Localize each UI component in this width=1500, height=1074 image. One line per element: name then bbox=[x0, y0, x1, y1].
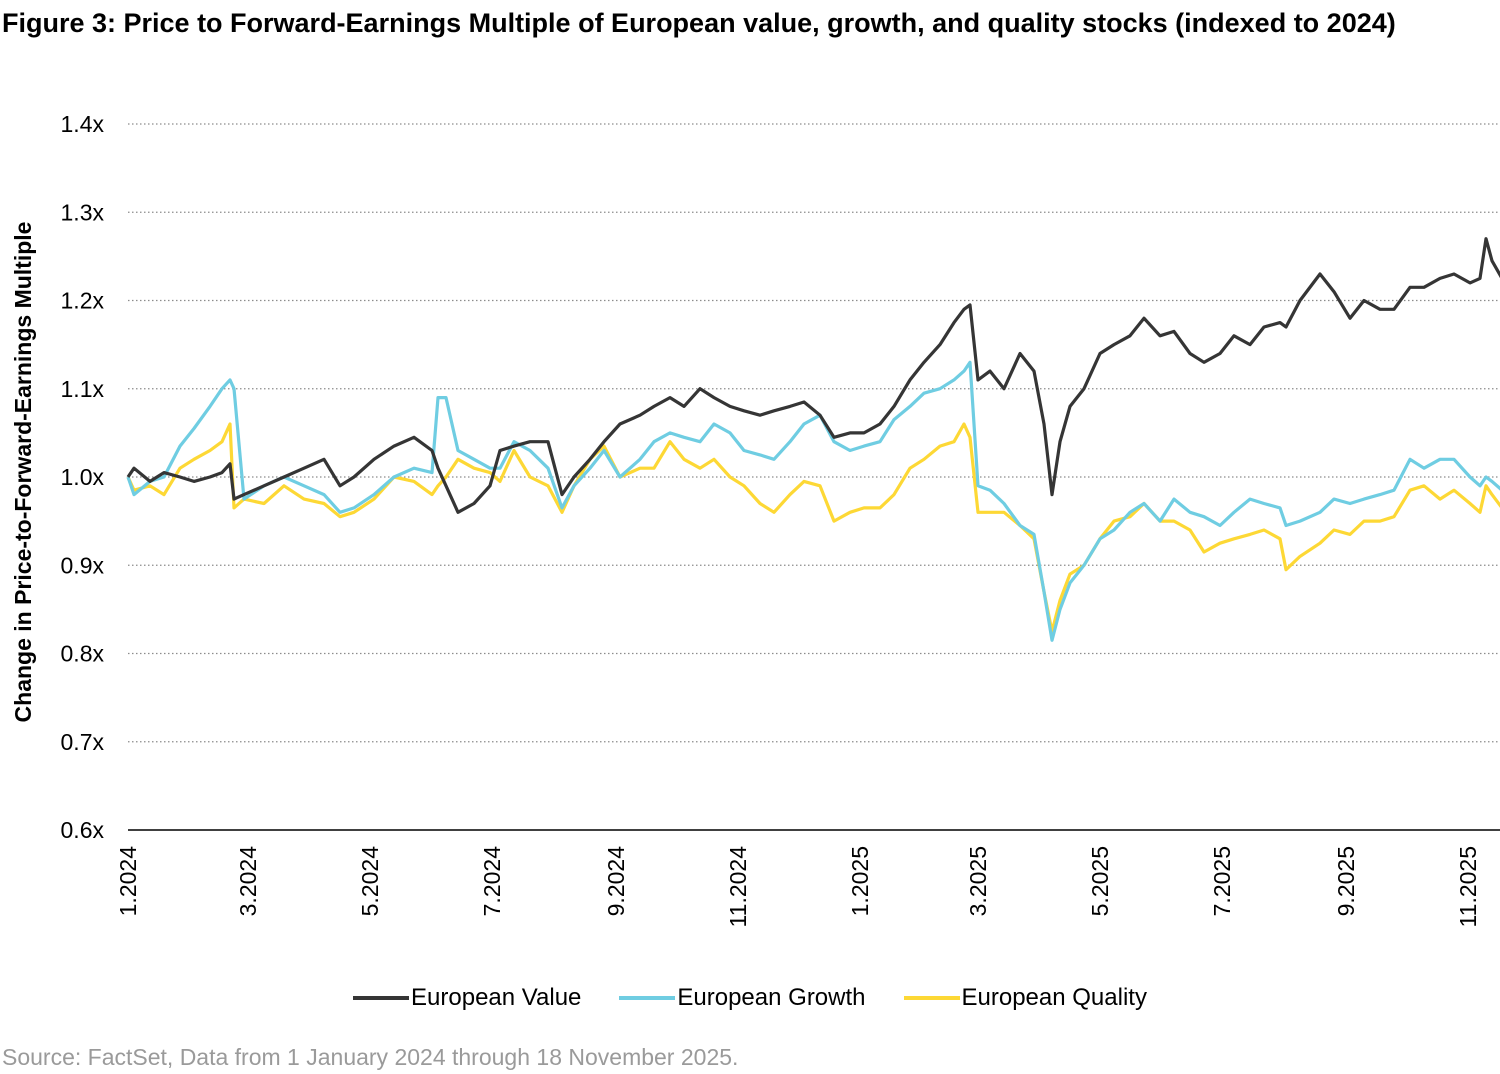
x-tick-label: 1.2025 bbox=[847, 846, 873, 916]
legend-item-growth: European Growth bbox=[619, 984, 866, 1012]
legend-item-quality: European Quality bbox=[903, 984, 1147, 1012]
x-tick-label: 11.2024 bbox=[725, 846, 751, 928]
legend-swatch-quality bbox=[903, 996, 960, 1000]
legend-swatch-growth bbox=[619, 996, 676, 1000]
series-line-european-quality bbox=[126, 422, 1500, 633]
y-tick-label: 1.1x bbox=[61, 376, 105, 402]
x-tick-label: 1.2024 bbox=[115, 846, 141, 917]
x-axis-ticks: 1.2024 3.2024 5.2024 7.2024 9.2024 11.2024 1.2… bbox=[115, 846, 1481, 928]
x-tick-label: 3.2024 bbox=[235, 846, 261, 917]
legend-label: European Growth bbox=[677, 984, 866, 1011]
legend-item-value: European Value bbox=[353, 984, 581, 1012]
y-tick-label: 0.6x bbox=[61, 817, 105, 843]
chart-title: Figure 3: Price to Forward-Earnings Mult… bbox=[2, 8, 1396, 38]
x-tick-label: 9.2025 bbox=[1333, 846, 1359, 916]
y-tick-label: 0.9x bbox=[61, 552, 105, 578]
y-axis-label: Change in Price-to-Forward-Earnings Mult… bbox=[10, 222, 36, 723]
series-lines bbox=[126, 237, 1500, 642]
x-tick-label: 5.2025 bbox=[1087, 846, 1113, 916]
y-tick-label: 0.8x bbox=[61, 641, 105, 667]
x-tick-label: 7.2025 bbox=[1209, 846, 1235, 916]
x-tick-label: 3.2025 bbox=[965, 846, 991, 916]
y-axis-ticks: 0.6x 0.7x 0.8x 0.9x 1.0x 1.1x 1.2x 1.3x 1.4x bbox=[61, 111, 105, 843]
legend-swatch-value bbox=[353, 996, 410, 1000]
series-line-european-value bbox=[126, 237, 1500, 514]
x-tick-label: 7.2024 bbox=[479, 846, 505, 917]
legend-label: European Value bbox=[411, 984, 582, 1011]
gridlines bbox=[128, 123, 1500, 743]
y-tick-label: 0.7x bbox=[61, 729, 105, 755]
y-tick-label: 1.0x bbox=[61, 464, 105, 490]
y-tick-label: 1.2x bbox=[61, 288, 105, 314]
series-line-european-growth bbox=[126, 360, 1500, 642]
x-tick-label: 9.2024 bbox=[603, 846, 629, 917]
y-tick-label: 1.4x bbox=[61, 111, 105, 137]
source-note: Source: FactSet, Data from 1 January 202… bbox=[2, 1044, 739, 1070]
legend-label: European Quality bbox=[961, 984, 1147, 1011]
legend: European Value European Growth European … bbox=[0, 984, 1500, 1012]
x-tick-label: 11.2025 bbox=[1455, 846, 1481, 927]
y-tick-label: 1.3x bbox=[61, 199, 105, 225]
x-tick-label: 5.2024 bbox=[357, 846, 383, 917]
